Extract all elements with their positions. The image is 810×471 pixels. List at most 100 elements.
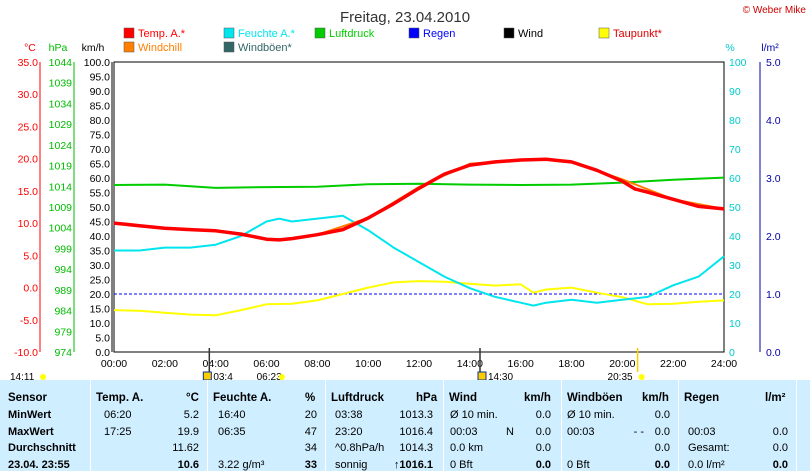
stat-press_time: ^0.8hPa/h bbox=[335, 442, 385, 454]
wind-tick-label: 35.0 bbox=[90, 246, 111, 258]
wind-tick-label: 30.0 bbox=[90, 260, 111, 272]
stat-label: Durchschnitt bbox=[8, 442, 76, 454]
hum-tick-label: 70 bbox=[729, 144, 741, 156]
press-tick-label: 1044 bbox=[49, 57, 73, 69]
stat-hum_time: 3.22 g/m³ bbox=[218, 458, 265, 471]
hum-tick-label: 80 bbox=[729, 115, 741, 127]
x-tick-label: 04:00 bbox=[203, 358, 229, 370]
header-rain: Regen bbox=[684, 392, 720, 404]
wind-tick-label: 90.0 bbox=[90, 86, 111, 98]
wind-tick-label: 15.0 bbox=[90, 304, 111, 316]
stat-temp_val: 11.62 bbox=[172, 442, 199, 454]
x-tick-label: 14:00 bbox=[457, 358, 483, 370]
chart-title: Freitag, 23.04.2010 bbox=[340, 9, 470, 26]
press-tick-label: 1024 bbox=[49, 140, 73, 152]
legend-label: Wind bbox=[518, 28, 543, 40]
legend-swatch bbox=[123, 27, 135, 39]
x-tick-label: 16:00 bbox=[508, 358, 534, 370]
press-tick-label: 989 bbox=[54, 285, 72, 297]
legend-swatch bbox=[123, 41, 135, 53]
wind-tick-label: 45.0 bbox=[90, 217, 111, 229]
temp-axis-unit: °C bbox=[24, 42, 36, 54]
press-tick-label: 984 bbox=[54, 306, 72, 318]
temp-tick-label: 30.0 bbox=[18, 89, 39, 101]
wind-tick-label: 65.0 bbox=[90, 159, 111, 171]
hum-tick-label: 10 bbox=[729, 318, 741, 330]
temp-tick-label: -5.0 bbox=[20, 315, 38, 327]
time-label: 14:11 bbox=[10, 372, 35, 380]
sunrise-icon bbox=[202, 371, 212, 380]
stat-wind_time: 00:03 bbox=[450, 425, 478, 438]
header-temp: Temp. A. bbox=[96, 392, 144, 404]
sunset-label: 20:35 bbox=[608, 372, 633, 380]
header-wind: Wind bbox=[449, 392, 477, 404]
stat-temp_val: 10.6 bbox=[177, 458, 199, 471]
hum-tick-label: 90 bbox=[729, 86, 741, 98]
wind-tick-label: 75.0 bbox=[90, 130, 111, 142]
stat-wind_time: 0.0 km bbox=[450, 442, 484, 454]
rain-tick-label: 4.0 bbox=[766, 115, 781, 127]
hum-tick-label: 50 bbox=[729, 202, 741, 214]
header-hum-unit: % bbox=[305, 392, 316, 404]
stat-label: MaxWert bbox=[8, 425, 54, 438]
hum-tick-label: 0 bbox=[729, 347, 735, 359]
press-tick-label: 1039 bbox=[49, 78, 73, 90]
header-gust: Windböen bbox=[567, 392, 623, 404]
credit-label: © Weber Mike bbox=[743, 5, 807, 16]
legend-label: Luftdruck bbox=[329, 28, 375, 40]
stat-wind_val: 0.0 bbox=[535, 458, 551, 471]
x-tick-label: 02:00 bbox=[152, 358, 178, 370]
temp-tick-label: 35.0 bbox=[18, 57, 39, 69]
press-tick-label: 979 bbox=[54, 326, 72, 338]
legend-swatch bbox=[408, 27, 420, 39]
rain-tick-label: 0.0 bbox=[766, 347, 781, 359]
wind-tick-label: 10.0 bbox=[90, 318, 111, 330]
wind-tick-label: 0.0 bbox=[95, 347, 110, 359]
sun-icon bbox=[40, 374, 46, 380]
stat-wind_dir: N bbox=[506, 425, 514, 438]
press-tick-label: 1009 bbox=[49, 202, 73, 214]
legend-swatch bbox=[223, 41, 235, 53]
rain-tick-label: 2.0 bbox=[766, 231, 781, 243]
sun-icon bbox=[638, 374, 645, 380]
stat-gust_time: Ø 10 min. bbox=[567, 409, 615, 421]
stat-hum_val: 20 bbox=[304, 409, 317, 421]
stat-gust_val: 0.0 bbox=[654, 409, 670, 421]
header-press-unit: hPa bbox=[416, 392, 438, 404]
stat-rain_val: 0.0 bbox=[772, 425, 788, 438]
x-tick-label: 12:00 bbox=[406, 358, 432, 370]
wind-axis-unit: km/h bbox=[82, 42, 105, 54]
x-tick-label: 06:00 bbox=[253, 358, 279, 370]
stat-press_time: 03:38 bbox=[335, 409, 363, 421]
sunrise-label: 03:4 bbox=[213, 372, 233, 380]
header-press: Luftdruck bbox=[331, 392, 385, 404]
hum-tick-label: 40 bbox=[729, 231, 741, 243]
stat-hum_time: 16:40 bbox=[218, 409, 246, 421]
plot-frame bbox=[113, 61, 725, 353]
legend-swatch bbox=[314, 27, 326, 39]
press-tick-label: 974 bbox=[54, 347, 72, 359]
stat-rain_time: 00:03 bbox=[688, 425, 716, 438]
legend-label: Feuchte A.* bbox=[238, 28, 296, 40]
stat-press_time: 23:20 bbox=[335, 425, 363, 438]
header-rain-unit: l/m² bbox=[765, 392, 786, 404]
x-tick-label: 00:00 bbox=[101, 358, 127, 370]
legend-label: Regen bbox=[423, 28, 455, 40]
stat-gust_time: 0 Bft bbox=[567, 458, 590, 471]
press-tick-label: 999 bbox=[54, 243, 72, 255]
wind-tick-label: 95.0 bbox=[90, 72, 111, 84]
temp-tick-label: 15.0 bbox=[18, 186, 39, 198]
temp-tick-label: 10.0 bbox=[18, 218, 39, 230]
stat-rain_val: 0.0 bbox=[772, 458, 788, 471]
temp-tick-label: 25.0 bbox=[18, 121, 39, 133]
stat-wind_val: 0.0 bbox=[535, 409, 551, 421]
header-temp-unit: °C bbox=[186, 392, 199, 404]
wind-tick-label: 40.0 bbox=[90, 231, 111, 243]
stat-press_val: 1014.3 bbox=[399, 442, 433, 454]
stat-gust_val: 0.0 bbox=[654, 458, 670, 471]
stat-press_time: sonnig bbox=[335, 458, 368, 471]
sun-icon bbox=[278, 374, 285, 380]
wind-tick-label: 100.0 bbox=[84, 57, 110, 69]
hum-tick-label: 30 bbox=[729, 260, 741, 272]
hum-tick-label: 60 bbox=[729, 173, 741, 185]
